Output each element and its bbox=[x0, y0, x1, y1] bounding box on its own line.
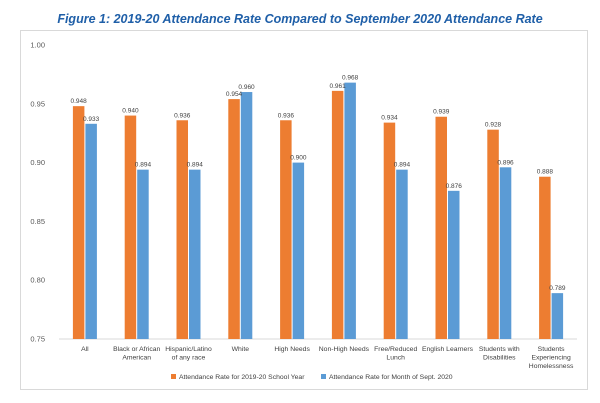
category-label-5-0: Non-High Needs bbox=[319, 346, 370, 353]
data-label-series0-7: 0.939 bbox=[433, 109, 450, 116]
category-label-1-1: American bbox=[122, 355, 151, 362]
category-label-6-0: Free/Reduced bbox=[374, 346, 417, 353]
y-tick-label-1: 0.80 bbox=[30, 276, 45, 285]
bar-series0-2 bbox=[176, 120, 188, 339]
bar-series0-1 bbox=[124, 115, 137, 339]
data-label-series0-2: 0.936 bbox=[174, 112, 191, 119]
data-label-series1-4: 0.900 bbox=[290, 155, 307, 162]
data-labels: 0.948 0.933 0.940 0.894 0.936 0.894 0.9540.960… bbox=[71, 75, 566, 293]
category-label-6-1: Lunch bbox=[386, 355, 405, 362]
data-label-series1-1: 0.894 bbox=[135, 162, 152, 169]
bar-series0-3 bbox=[228, 99, 240, 339]
category-label-2-0: Hispanic/Latino bbox=[165, 346, 212, 353]
data-label-series0-1: 0.940 bbox=[122, 108, 139, 115]
data-label-series0-0: 0.948 bbox=[71, 98, 88, 105]
data-label-series0-3: 0.954 bbox=[226, 91, 243, 98]
bar-series1-0 bbox=[85, 123, 97, 340]
data-label-series1-8: 0.896 bbox=[497, 159, 514, 166]
legend-label-1: Attendance Rate for Month of Sept. 2020 bbox=[329, 374, 453, 381]
legend-swatch-0 bbox=[171, 374, 176, 379]
bar-series1-5 bbox=[344, 82, 356, 339]
y-tick-label-0: 0.75 bbox=[30, 335, 45, 344]
data-label-series0-6: 0.934 bbox=[381, 115, 398, 122]
bar-series0-8 bbox=[487, 129, 499, 339]
legend-swatch-1 bbox=[321, 374, 326, 379]
y-tick-label-4: 0.95 bbox=[30, 99, 45, 108]
category-label-7-0: English Learners bbox=[422, 346, 474, 353]
data-label-series0-8: 0.928 bbox=[485, 122, 502, 129]
category-label-1-0: Black or African bbox=[113, 346, 160, 353]
category-label-4-0: High Needs bbox=[274, 346, 310, 353]
bar-series1-6 bbox=[396, 169, 408, 339]
data-label-series1-7: 0.876 bbox=[446, 183, 463, 190]
data-label-series0-4: 0.936 bbox=[278, 112, 295, 119]
category-label-9-1: Experiencing bbox=[531, 355, 571, 362]
data-label-series1-2: 0.894 bbox=[187, 162, 204, 169]
data-label-series0-9: 0.888 bbox=[537, 169, 554, 176]
bar-series1-8 bbox=[499, 167, 512, 339]
bar-series1-9 bbox=[551, 293, 564, 339]
bar-series1-2 bbox=[189, 169, 201, 339]
bar-series1-3 bbox=[240, 92, 253, 339]
y-tick-label-3: 0.90 bbox=[30, 158, 45, 167]
bar-series0-0 bbox=[72, 106, 85, 339]
category-label-9-0: Students bbox=[538, 346, 565, 353]
bar-series0-4 bbox=[280, 120, 292, 339]
bar-series0-5 bbox=[331, 90, 344, 339]
bar-series0-9 bbox=[539, 176, 551, 339]
legend: Attendance Rate for 2019-20 School Year A… bbox=[171, 374, 453, 381]
chart-title: Figure 1: 2019-20 Attendance Rate Compar… bbox=[57, 12, 543, 26]
data-label-series1-3: 0.960 bbox=[238, 84, 255, 91]
x-axis-categories: All Black or African American Hispanic/Lati… bbox=[81, 346, 574, 370]
legend-label-0: Attendance Rate for 2019-20 School Year bbox=[179, 374, 305, 381]
bar-series0-7 bbox=[435, 116, 447, 340]
category-label-9-2: Homelessness bbox=[529, 363, 574, 370]
bar-series1-1 bbox=[137, 169, 149, 339]
category-label-8-0: Students with bbox=[479, 346, 520, 353]
bar-series1-7 bbox=[448, 190, 460, 339]
bars bbox=[72, 82, 564, 340]
chart-frame: 0.75 0.80 0.85 0.90 0.95 1.00 0.948 0.933 0.940… bbox=[20, 30, 588, 390]
data-label-series0-5: 0.961 bbox=[330, 83, 347, 90]
category-label-3-0: White bbox=[232, 346, 250, 353]
bar-series1-4 bbox=[292, 162, 305, 339]
data-label-series1-0: 0.933 bbox=[83, 116, 100, 123]
category-label-0-0: All bbox=[81, 346, 89, 353]
data-label-series1-6: 0.894 bbox=[394, 162, 411, 169]
category-label-2-1: of any race bbox=[172, 355, 206, 362]
y-tick-label-2: 0.85 bbox=[30, 217, 45, 226]
category-label-8-1: Disabilities bbox=[483, 355, 516, 362]
bar-series0-6 bbox=[383, 122, 396, 339]
y-tick-label-5: 1.00 bbox=[30, 41, 45, 50]
bar-chart: 0.75 0.80 0.85 0.90 0.95 1.00 0.948 0.933 0.940… bbox=[30, 41, 577, 381]
data-label-series1-5: 0.968 bbox=[342, 75, 359, 82]
data-label-series1-9: 0.789 bbox=[549, 285, 566, 292]
